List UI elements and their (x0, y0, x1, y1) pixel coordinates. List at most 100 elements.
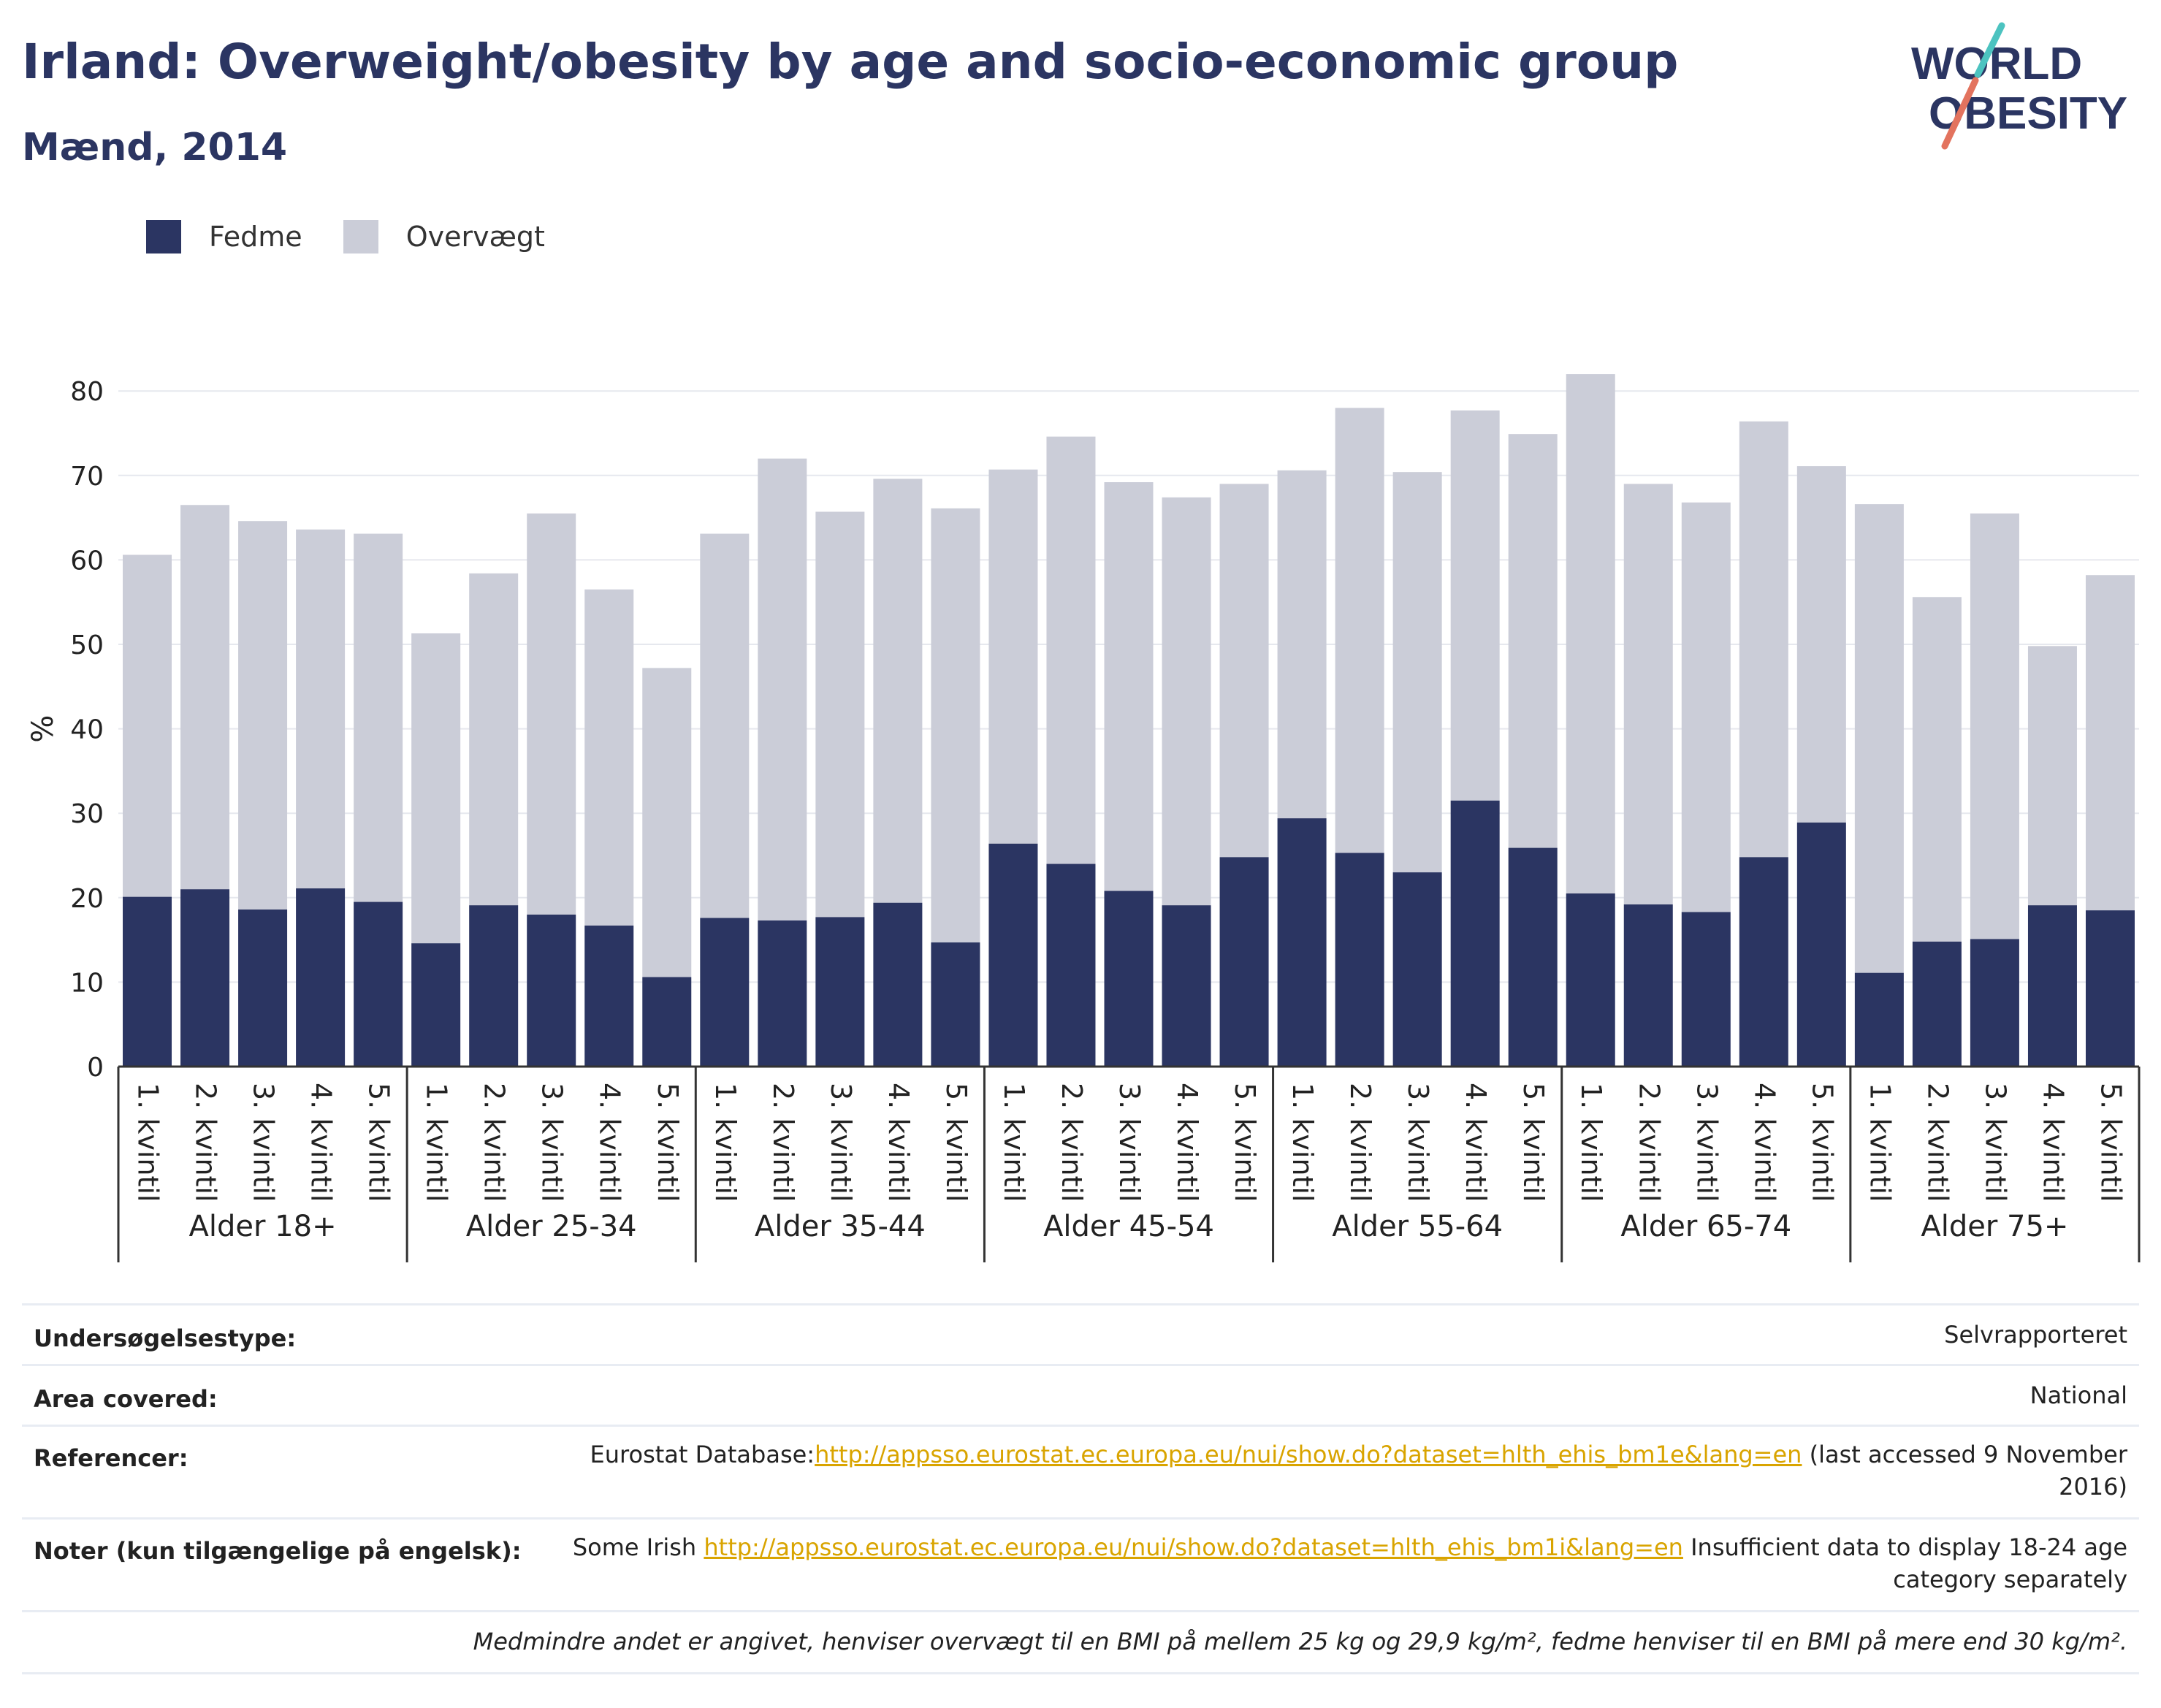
info-table: Undersøgelsestype: Selvrapporteret Area … (22, 1303, 2139, 1674)
bar-fedme (700, 918, 750, 1067)
x-tick-label: 4. kvintil (1171, 1083, 1203, 1202)
legend-label-overvaegt: Overvægt (405, 221, 545, 253)
bar-overvaegt (931, 508, 980, 943)
references-suffix: (last accessed 9 November (1802, 1441, 2127, 1468)
legend-swatch-overvaegt (343, 220, 378, 253)
bar-fedme (642, 977, 692, 1067)
references-link[interactable]: http://appsso.eurostat.ec.europa.eu/nui/… (815, 1441, 1802, 1468)
group-label: Alder 55-64 (1332, 1210, 1503, 1243)
x-tick-label: 1. kvintil (709, 1083, 742, 1202)
x-tick-label: 3. kvintil (536, 1083, 568, 1202)
group-label: Alder 65-74 (1620, 1210, 1791, 1243)
group-label: Alder 35-44 (755, 1210, 926, 1243)
bar-fedme (1681, 912, 1731, 1067)
bar-overvaegt (1912, 597, 1962, 942)
info-value-area: National (22, 1366, 2139, 1411)
bar-fedme (1508, 847, 1558, 1067)
bar-overvaegt (1162, 497, 1211, 906)
x-tick-label: 3. kvintil (248, 1083, 280, 1202)
bar-fedme (873, 902, 923, 1067)
x-tick-label: 1. kvintil (1575, 1083, 1607, 1202)
bar-overvaegt (1681, 502, 1731, 912)
x-tick-label: 1. kvintil (132, 1083, 164, 1202)
legend-item-fedme[interactable]: Fedme (146, 220, 302, 253)
y-tick-label: 20 (70, 884, 104, 914)
bar-overvaegt (1796, 466, 1846, 823)
x-tick-label: 1. kvintil (1864, 1083, 1896, 1202)
bar-fedme (2027, 905, 2077, 1067)
info-row-notes: Noter (kun tilgængelige på engelsk): Som… (22, 1517, 2139, 1610)
y-tick-label: 60 (70, 546, 104, 576)
world-obesity-logo: WORLD OBESITY (1911, 22, 2127, 150)
x-tick-label: 3. kvintil (1691, 1083, 1723, 1202)
info-references-line1: Eurostat Database:http://appsso.eurostat… (22, 1438, 2127, 1471)
x-tick-label: 3. kvintil (1979, 1083, 2011, 1202)
y-tick-label: 70 (70, 462, 104, 492)
info-row-survey-type: Undersøgelsestype: Selvrapporteret (22, 1303, 2139, 1364)
group-label: Alder 25-34 (466, 1210, 637, 1243)
group-label: Alder 18+ (189, 1210, 337, 1243)
info-label-area: Area covered: (34, 1385, 218, 1413)
bar-fedme (815, 917, 865, 1067)
bar-fedme (123, 896, 172, 1067)
legend-label-fedme: Fedme (209, 221, 302, 253)
legend-swatch-fedme (146, 220, 181, 253)
notes-prefix: Some Irish (572, 1533, 704, 1561)
stacked-bar-chart: 0 10 20 30 40 50 60 70 80% 1. kvintil 2. kvintil 3.… (26, 374, 2141, 1262)
y-tick-label: 50 (70, 630, 104, 660)
notes-link[interactable]: http://appsso.eurostat.ec.europa.eu/nui/… (704, 1533, 1683, 1561)
bar-overvaegt (1854, 504, 1904, 973)
logo-slash-coral (1941, 77, 1979, 150)
bar-overvaegt (1219, 484, 1269, 858)
bar-overvaegt (584, 589, 634, 926)
x-tick-label: 2. kvintil (1344, 1083, 1376, 1202)
bar-fedme (1219, 857, 1269, 1067)
notes-suffix-line2: category separately (1893, 1566, 2127, 1593)
bar-fedme (411, 943, 461, 1067)
bar-fedme (1277, 818, 1327, 1067)
group-label: Alder 75+ (1921, 1210, 2068, 1243)
bar-fedme (354, 901, 403, 1067)
x-tick-label: 4. kvintil (1460, 1083, 1492, 1202)
bar-fedme (469, 905, 519, 1067)
bar-overvaegt (2027, 646, 2077, 906)
x-tick-label: 4. kvintil (2037, 1083, 2069, 1202)
info-footnote: Medmindre andet er angivet, henviser ove… (473, 1628, 2127, 1655)
bar-fedme (1739, 857, 1788, 1067)
x-tick-label: 2. kvintil (1921, 1083, 1954, 1202)
bar-overvaegt (1450, 410, 1500, 801)
bar-overvaegt (1739, 421, 1788, 858)
chart-legend: Fedme Overvægt (146, 215, 586, 259)
bar-overvaegt (815, 511, 865, 918)
info-value-references: Eurostat Database:http://appsso.eurostat… (22, 1427, 2139, 1503)
bar-overvaegt (988, 469, 1038, 844)
x-tick-label: 2. kvintil (1633, 1083, 1665, 1202)
notes-suffix: Insufficient data to display 18-24 age (1682, 1533, 2127, 1561)
x-tick-label: 1. kvintil (1287, 1083, 1319, 1202)
legend-item-overvaegt[interactable]: Overvægt (343, 220, 545, 253)
bar-overvaegt (1508, 434, 1558, 848)
references-suffix-line2: 2016) (2059, 1473, 2127, 1501)
x-tick-label: 2. kvintil (767, 1083, 799, 1202)
chart-subtitle: Mænd, 2014 (22, 126, 288, 169)
bar-fedme (1392, 872, 1442, 1067)
bar-fedme (988, 843, 1038, 1067)
info-label-references: Referencer: (34, 1444, 188, 1472)
bar-overvaegt (700, 533, 750, 918)
x-tick-label: 1. kvintil (998, 1083, 1030, 1202)
info-label-survey-type: Undersøgelsestype: (34, 1324, 297, 1352)
bar-overvaegt (469, 573, 519, 906)
bar-overvaegt (2085, 575, 2135, 911)
x-tick-label: 5. kvintil (2095, 1083, 2127, 1202)
x-tick-label: 5. kvintil (940, 1083, 972, 1202)
y-tick-label: 40 (70, 715, 104, 745)
bar-fedme (1970, 939, 2019, 1067)
bar-fedme (1796, 822, 1846, 1067)
bar-overvaegt (527, 513, 576, 915)
bar-overvaegt (1335, 408, 1384, 853)
x-tick-label: 2. kvintil (190, 1083, 222, 1202)
x-tick-label: 4. kvintil (305, 1083, 338, 1202)
y-tick-label: 10 (70, 968, 104, 998)
bar-overvaegt (1104, 482, 1154, 891)
x-tick-label: 3. kvintil (1113, 1083, 1146, 1202)
